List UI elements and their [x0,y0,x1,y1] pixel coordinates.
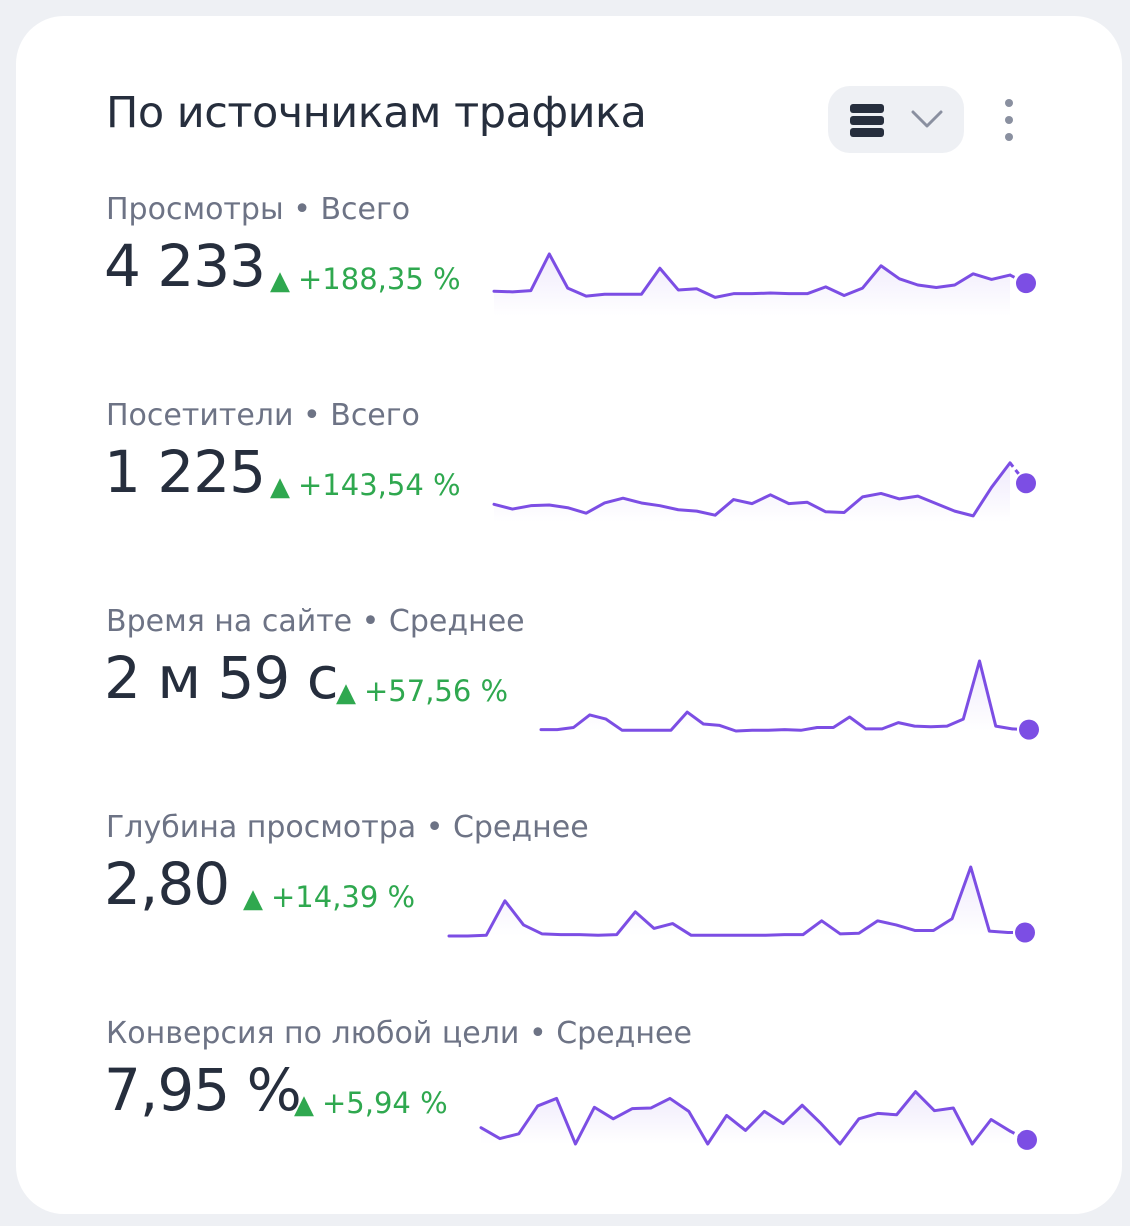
sparkline-last-point [1015,922,1035,943]
sparkline-last-point [1016,473,1036,494]
sparkline-line [492,252,1012,299]
metric-label: Время на сайте • Среднее [106,604,525,639]
metric-value: 7,95 % [104,1056,302,1124]
trend-up-icon: ▲ [270,472,290,502]
metric-label: Просмотры • Всего [106,192,411,227]
metric-delta: ▲ +14,39 % [243,880,416,914]
trend-up-icon: ▲ [270,266,290,296]
sparkline-chart [492,252,1036,316]
sparkline-last-point [1019,719,1039,740]
metric-label: Посетители • Всего [106,398,420,433]
sparkline-area [494,254,1010,316]
sparkline-area [494,462,1010,522]
chevron-down-icon [911,110,943,128]
sparkline-area [449,867,1008,936]
sparkline-last-point [1017,1129,1037,1150]
sparkline-line [539,659,1014,733]
sparkline-chart [447,865,1035,943]
trend-up-icon: ▲ [294,1090,314,1120]
more-options-button[interactable] [992,96,1026,144]
sparkline-chart [492,461,1036,522]
trend-up-icon: ▲ [336,678,356,708]
more-vertical-icon [1005,99,1013,141]
metric-delta: ▲ +143,54 % [270,468,461,502]
traffic-sources-card [16,16,1122,1214]
view-toggle-button[interactable] [828,86,964,153]
metric-delta: ▲ +188,35 % [270,262,461,296]
sparkline-area [541,661,1012,731]
list-icon [850,104,884,137]
sparkline-line [447,865,1010,938]
sparkline-forecast-segment [1009,273,1027,285]
sparkline-last-point [1016,273,1036,294]
sparkline-chart [539,659,1039,740]
metric-delta: ▲ +57,56 % [336,674,509,708]
sparkline-area [481,1091,1010,1144]
sparkline-forecast-segment [1011,727,1030,732]
metric-label: Глубина просмотра • Среднее [106,810,589,845]
sparkline-line [479,1090,1012,1146]
sparkline-chart [479,1090,1037,1150]
card-title: По источникам трафика [106,88,647,138]
metric-value: 1 225 [104,438,266,506]
metric-label: Конверсия по любой цели • Среднее [106,1016,692,1051]
sparkline-line [492,461,1012,518]
metric-value: 4 233 [104,232,266,300]
trend-up-icon: ▲ [243,884,263,914]
metric-value: 2 м 59 с [104,644,339,712]
metric-value: 2,80 [104,850,230,918]
metric-delta: ▲ +5,94 % [294,1086,448,1120]
